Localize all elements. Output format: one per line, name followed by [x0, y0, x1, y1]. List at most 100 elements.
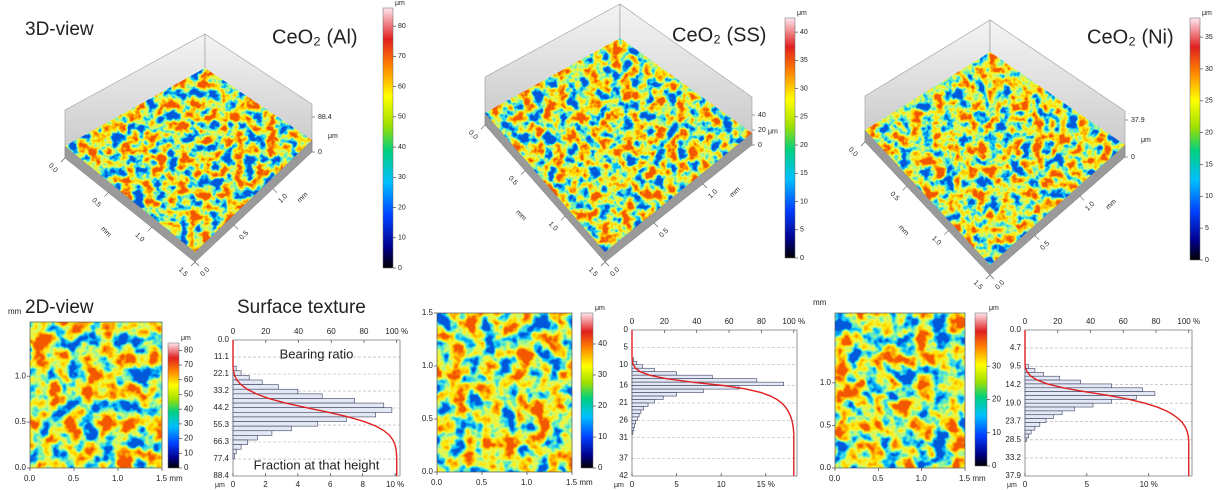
y-tick-label: 37 — [619, 454, 628, 463]
colorbar-tick-label: 0 — [992, 461, 997, 470]
axis-tick-label: 0.0 — [47, 162, 59, 174]
colorbar-tick-label: 25 — [1205, 98, 1213, 105]
axis-tick-label: 0.0 — [199, 266, 211, 278]
y-tick-label: 1.5 — [422, 308, 434, 317]
axis-tick-label: 1.0 — [930, 235, 942, 247]
y-tick-label: 1.0 — [15, 371, 27, 380]
colorbar — [974, 312, 988, 467]
panel-title: CeO₂ (Al) — [272, 26, 358, 48]
colorbar-tick-label: 80 — [184, 345, 193, 354]
x-tick-label: 0.5 — [476, 478, 488, 487]
colorbar-tick-label: 20 — [398, 204, 406, 211]
panel-title: CeO₂ (Ni) — [1087, 26, 1174, 48]
axis-unit: mm — [514, 209, 527, 222]
y-tick-label: 77.4 — [213, 454, 229, 463]
histogram-bar — [631, 420, 636, 425]
x-tick-label: 6 — [328, 480, 333, 489]
y-tick-label: 66.3 — [213, 437, 229, 446]
y-tick-label: 31 — [619, 433, 628, 442]
histogram-bar — [1024, 433, 1030, 439]
colorbar-tick-label: 40 — [398, 144, 406, 151]
colorbar-tick-label: 25 — [800, 114, 808, 121]
axis-tick — [233, 225, 239, 230]
x-tick-label: 1.0 — [521, 478, 533, 487]
heading: 2D-view — [25, 297, 94, 318]
colorbar-tick-label: 60 — [184, 375, 193, 384]
x2-tick-label: 100 % — [782, 317, 805, 326]
colorbar — [784, 17, 796, 259]
histogram-bar — [232, 398, 355, 404]
x2-tick-label: 20 — [1053, 317, 1062, 326]
colorbar-tick-label: 0 — [598, 463, 603, 472]
colorbar-tick-label: 20 — [598, 401, 607, 410]
colorbar-tick-label: 0 — [1205, 257, 1209, 264]
histogram-bar — [631, 371, 677, 376]
axis-tick-label: 0.5 — [658, 227, 670, 239]
x2-tick-label: 40 — [692, 317, 701, 326]
colorbar-tick-label: 30 — [598, 370, 607, 379]
histogram-bar — [631, 388, 704, 393]
colorbar-tick-label: 20 — [800, 142, 808, 149]
x-tick-label: 4 — [296, 480, 301, 489]
axis-tick-label: 1.0 — [1084, 201, 1096, 213]
axis-tick — [520, 170, 526, 175]
colorbar-tick-label: 10 — [800, 198, 808, 205]
y-tick-label: 16 — [619, 381, 628, 390]
x-tick-label: 0.0 — [24, 474, 36, 483]
colorbar-tick-label: 35 — [1205, 34, 1213, 41]
z-tick-label: 40 — [758, 112, 766, 119]
axis-unit: mm — [1105, 198, 1118, 211]
y-unit: μm — [1007, 482, 1017, 489]
histogram-bar — [631, 399, 655, 404]
axis-tick-label: 0.5 — [507, 175, 519, 187]
histogram-bar — [631, 402, 649, 407]
axis-tick-label: 0.5 — [1039, 240, 1051, 252]
bearing-ratio-curve — [631, 361, 795, 435]
x2-tick-label: 0 — [1023, 317, 1028, 326]
colorbar-unit: μm — [395, 0, 405, 7]
axis-unit: mm — [729, 186, 742, 199]
y-tick-label: 88.4 — [213, 471, 229, 480]
axis-tick — [194, 261, 200, 267]
x-tick-label: 5 — [1085, 480, 1090, 489]
histogram-bar — [1024, 437, 1027, 443]
colorbar — [382, 7, 394, 269]
histogram-bar — [631, 430, 634, 435]
panel-title: CeO₂ (SS) — [672, 24, 766, 46]
colorbar-tick-label: 70 — [398, 53, 406, 60]
colorbar — [1189, 17, 1201, 261]
x2-tick-label: 60 — [327, 327, 336, 336]
y-tick-label: 33.2 — [1005, 453, 1021, 462]
y-tick-label: 0.5 — [422, 414, 434, 423]
x-tick-label: 8 — [360, 480, 365, 489]
axis-tick — [989, 274, 995, 280]
histogram-bar — [631, 413, 640, 418]
axis-tick — [1034, 235, 1040, 240]
z-unit: μm — [768, 128, 778, 135]
histogram-bar — [1024, 375, 1060, 381]
y-tick-label: 21 — [619, 398, 628, 407]
histogram-bar — [232, 388, 299, 395]
y-tick-label: 37.9 — [1005, 471, 1021, 480]
y-tick-label: 11.1 — [214, 352, 230, 361]
histogram-bar — [232, 402, 385, 408]
x-tick-label: 0.5 — [872, 474, 884, 483]
axis-tick-label: 1.5 — [177, 266, 189, 278]
histogram-bar — [631, 378, 758, 383]
axis-tick-label: 1.0 — [547, 221, 559, 233]
colorbar-tick-label: 15 — [1205, 161, 1213, 168]
y-tick-label: 33.2 — [213, 386, 229, 395]
axis-tick — [272, 188, 278, 193]
z-tick-label: 88.4 — [318, 114, 332, 121]
bearing-ratio-curve — [1025, 368, 1190, 442]
colorbar-tick-label: 15 — [800, 170, 808, 177]
z-tick-label: 0 — [758, 142, 762, 149]
x-tick-label: 1.5 mm — [156, 474, 183, 483]
histogram-bar — [1024, 414, 1054, 419]
x-tick-label: 1.0 — [916, 474, 928, 483]
y-tick-label: 0.0 — [422, 467, 434, 476]
z-unit: μm — [1141, 137, 1151, 144]
y-tick-label: 28.5 — [1005, 435, 1021, 444]
axis-tick-label: 1.0 — [277, 193, 289, 205]
x2-tick-label: 40 — [1086, 317, 1095, 326]
